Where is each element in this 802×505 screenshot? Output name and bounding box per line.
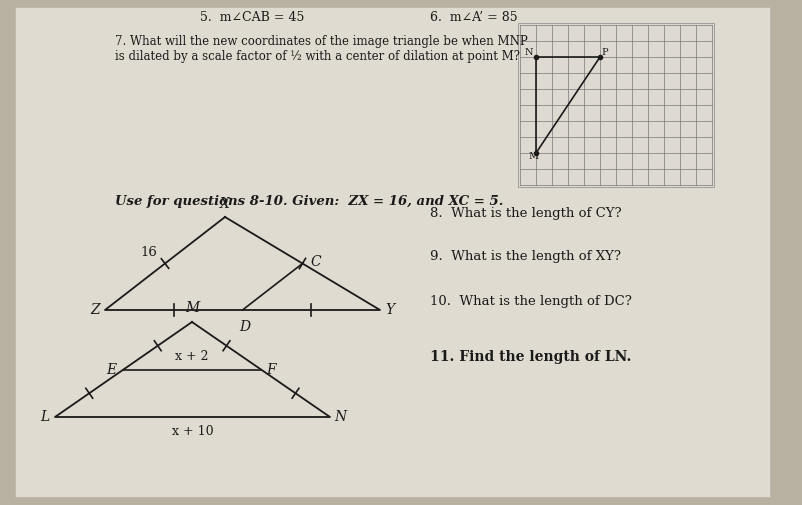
Text: 16: 16: [140, 245, 156, 259]
Text: L: L: [40, 410, 50, 424]
Text: D: D: [239, 320, 249, 334]
Text: X: X: [220, 197, 229, 211]
Text: C: C: [310, 255, 321, 269]
Text: M: M: [529, 152, 538, 161]
Text: M: M: [184, 301, 199, 315]
Text: E: E: [107, 363, 116, 377]
Text: x + 2: x + 2: [176, 350, 209, 364]
Text: F: F: [265, 363, 275, 377]
Text: 7. What will the new coordinates of the image triangle be when MNP
is dilated by: 7. What will the new coordinates of the …: [115, 35, 527, 63]
FancyBboxPatch shape: [517, 23, 713, 187]
Text: x + 10: x + 10: [172, 425, 213, 438]
Text: 6.  m∠A’ = 85: 6. m∠A’ = 85: [429, 11, 517, 24]
Text: N: N: [334, 410, 346, 424]
Text: 5.  m∠CAB = 45: 5. m∠CAB = 45: [200, 11, 304, 24]
Text: Y: Y: [385, 303, 394, 317]
Text: 9.  What is the length of XY?: 9. What is the length of XY?: [429, 250, 620, 263]
Text: N: N: [524, 48, 533, 57]
Text: P: P: [601, 48, 608, 57]
Text: Use for questions 8-10. Given:  ZX = 16, and XC = 5.: Use for questions 8-10. Given: ZX = 16, …: [115, 195, 503, 208]
FancyBboxPatch shape: [15, 7, 769, 497]
Text: 8.  What is the length of CY?: 8. What is the length of CY?: [429, 207, 621, 220]
Text: 10.  What is the length of DC?: 10. What is the length of DC?: [429, 295, 631, 308]
Text: Z: Z: [90, 303, 99, 317]
Text: 11. Find the length of LN.: 11. Find the length of LN.: [429, 350, 630, 364]
